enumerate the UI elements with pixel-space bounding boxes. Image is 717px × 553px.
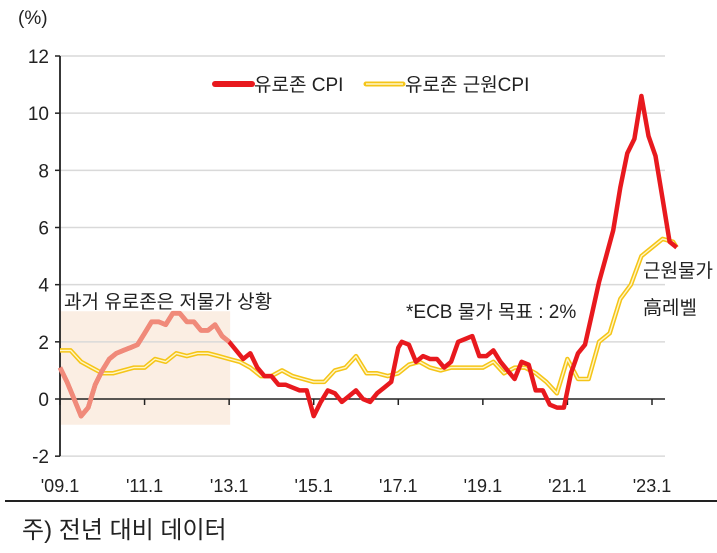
y-tick-label: 4 — [38, 276, 49, 297]
y-axis-unit-label: (%) — [18, 8, 48, 29]
gridlines — [60, 55, 665, 457]
y-tick-label: -2 — [32, 447, 49, 468]
series-lines — [57, 93, 679, 419]
shaded-region-note: 과거 유로존은 저물가 상황 — [64, 291, 272, 313]
x-tick-label: '19.1 — [464, 476, 502, 496]
footer-divider — [5, 500, 717, 502]
footnote: 주) 전년 대비 데이터 — [22, 517, 227, 544]
x-tick-label: '13.1 — [210, 476, 248, 496]
series-cpi-faded-segment — [57, 310, 231, 419]
y-tick-label: 2 — [38, 333, 49, 354]
y-tick-label: 12 — [28, 47, 49, 68]
y-tick-label: 8 — [38, 161, 49, 182]
cpi-line-chart: 12 10 8 6 4 2 0 -2 '09.1 '11.1 '13.1 '15.1 '17.1 '19… — [28, 47, 713, 496]
y-tick-label: 0 — [38, 390, 49, 411]
legend-label-cpi: 유로존 CPI — [254, 75, 343, 96]
core-inflation-note-line2: 高레벨 — [643, 297, 697, 319]
ecb-target-note: *ECB 물가 목표 : 2% — [406, 301, 576, 323]
y-axis: 12 10 8 6 4 2 0 -2 — [28, 47, 61, 468]
legend: 유로존 CPI 유로존 근원CPI — [212, 74, 529, 96]
x-tick-label: '17.1 — [379, 476, 417, 496]
legend-label-core: 유로존 근원CPI — [405, 74, 529, 96]
x-tick-label: '15.1 — [294, 476, 332, 496]
y-tick-label: 10 — [28, 104, 49, 125]
x-tick-label: '09.1 — [41, 476, 79, 496]
y-tick-label: 6 — [38, 219, 49, 240]
x-tick-label: '21.1 — [548, 476, 586, 496]
x-tick-label: '23.1 — [633, 476, 671, 496]
core-inflation-note-line1: 근원물가 — [643, 260, 713, 282]
x-tick-label: '11.1 — [126, 476, 163, 496]
